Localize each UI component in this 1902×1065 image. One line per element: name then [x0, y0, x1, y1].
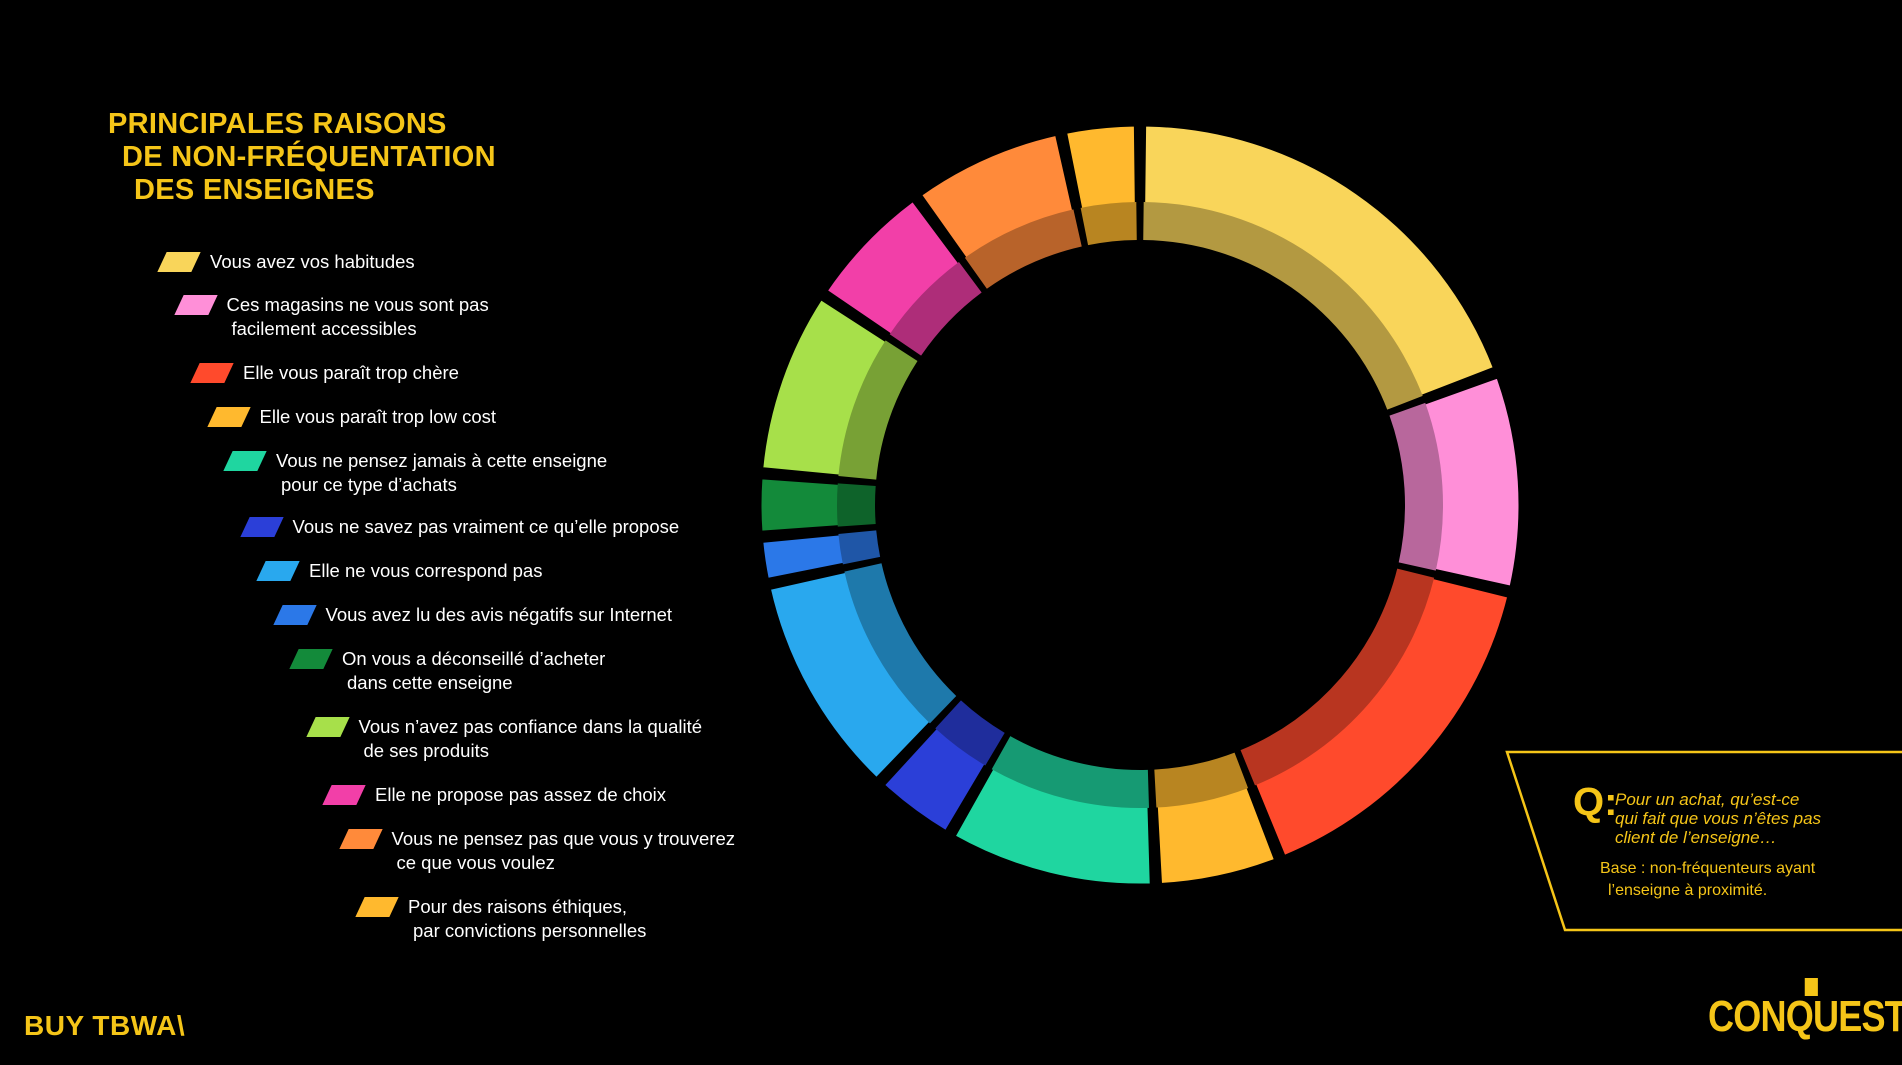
legend-label-line: Vous avez vos habitudes: [210, 251, 415, 272]
legend-swatch: [190, 363, 234, 383]
legend-swatch: [305, 717, 350, 737]
legend-swatch: [338, 829, 383, 849]
donut-segment-inner-wall: [838, 530, 881, 565]
legend-label-line: Vous n’avez pas confiance dans la qualit…: [358, 716, 703, 737]
legend-item: Elle ne vous correspond pas: [256, 559, 542, 583]
legend-swatch: [289, 649, 333, 669]
conquest-logo: CONQUEST®: [1708, 978, 1902, 1042]
question-box: Q: Pour un achat, qu’est-ce qui fait que…: [1505, 750, 1902, 932]
legend-label: Vous ne pensez pas que vous y trouverez c…: [392, 827, 736, 875]
question-letter: Q:: [1573, 780, 1618, 824]
donut-segment-inner-wall: [1240, 568, 1435, 786]
donut-segment-inner-wall: [1389, 402, 1443, 571]
legend-label-line: par convictions personnelles: [413, 920, 647, 941]
legend-swatch: [173, 295, 218, 315]
title-line-1: PRINCIPALES RAISONS: [108, 108, 447, 140]
legend-label-line: Elle vous paraît trop low cost: [259, 406, 497, 427]
legend-label: Vous n’avez pas confiance dans la qualit…: [359, 715, 703, 763]
legend-item: Vous n’avez pas confiance dans la qualit…: [305, 715, 703, 763]
legend-swatch: [256, 561, 300, 581]
legend-item: Vous avez lu des avis négatifs sur Inter…: [272, 603, 673, 627]
question-line-1: Pour un achat, qu’est-ce: [1615, 790, 1800, 809]
title-line-3: DES ENSEIGNES: [134, 174, 375, 206]
legend-item: Vous ne pensez jamais à cette enseigne po…: [223, 449, 607, 497]
donut-segment-inner-wall: [889, 262, 982, 356]
legend-label-line: Elle vous paraît trop chère: [243, 362, 459, 383]
legend-item: Vous ne savez pas vraiment ce qu’elle pr…: [239, 515, 680, 539]
legend-label: Ces magasins ne vous sont pas facilement …: [227, 293, 489, 341]
legend-label-line: On vous a déconseillé d’acheter: [342, 648, 606, 669]
base-line-2: l’enseigne à proximité.: [1608, 882, 1768, 899]
legend-item: Vous avez vos habitudes: [157, 250, 415, 274]
legend-label-line: de ses produits: [363, 740, 489, 761]
legend-label: Vous ne savez pas vraiment ce qu’elle pr…: [293, 515, 680, 539]
legend-swatch: [272, 605, 317, 625]
legend-label: Pour des raisons éthiques, par conviction…: [408, 895, 646, 943]
legend-label-line: facilement accessibles: [231, 318, 417, 339]
donut-chart: [758, 123, 1522, 887]
donut-segment-inner-wall: [837, 483, 876, 527]
legend-label: Vous avez vos habitudes: [210, 250, 415, 274]
donut-segment: [1238, 566, 1511, 859]
legend-swatch: [157, 252, 201, 272]
legend-item: Ces magasins ne vous sont pas facilement …: [173, 293, 489, 341]
legend-item: Vous ne pensez pas que vous y trouverez c…: [338, 827, 736, 875]
legend-label: Elle ne vous correspond pas: [309, 559, 542, 583]
legend-item: Elle vous paraît trop chère: [190, 361, 459, 385]
legend-label: On vous a déconseillé d’acheter dans cett…: [342, 647, 605, 695]
question-line-3: client de l’enseigne…: [1615, 828, 1777, 847]
legend-label-line: Vous ne pensez pas que vous y trouverez: [391, 828, 736, 849]
question-box-frame: [1505, 750, 1902, 932]
donut-segment-inner-wall: [838, 340, 918, 480]
question-text: Pour un achat, qu’est-ce qui fait que vo…: [1615, 790, 1821, 847]
donut-segment-inner-wall: [935, 700, 1005, 766]
legend-swatch: [322, 785, 366, 805]
chart-title: PRINCIPALES RAISONS DE NON-FRÉQUENTATION…: [108, 108, 496, 207]
legend-label-line: Elle ne propose pas assez de choix: [375, 784, 667, 805]
donut-segment: [767, 561, 959, 781]
legend-label-line: Vous avez lu des avis négatifs sur Inter…: [325, 604, 673, 625]
legend-label: Vous ne pensez jamais à cette enseigne po…: [276, 449, 607, 497]
legend-label: Elle vous paraît trop low cost: [260, 405, 497, 429]
legend-swatch: [239, 517, 284, 537]
conquest-logo-text: CONQUEST: [1708, 992, 1902, 1041]
base-line-1: Base : non-fréquenteurs ayant: [1600, 860, 1816, 877]
legend-label-line: pour ce type d’achats: [281, 474, 457, 495]
question-line-2: qui fait que vous n’êtes pas: [1615, 809, 1822, 828]
legend-label-line: Vous ne pensez jamais à cette enseigne: [276, 450, 608, 471]
legend-label-line: Vous ne savez pas vraiment ce qu’elle pr…: [292, 516, 680, 537]
legend-item: Elle ne propose pas assez de choix: [322, 783, 666, 807]
legend-label: Elle ne propose pas assez de choix: [375, 783, 666, 807]
donut-segment-inner-wall: [991, 736, 1149, 808]
buy-tbwa-logo: BUY TBWA\: [24, 1010, 186, 1041]
donut-segment-inner-wall: [964, 209, 1082, 289]
legend-swatch: [223, 451, 267, 471]
legend-item: Elle vous paraît trop low cost: [206, 405, 497, 429]
base-note: Base : non-fréquenteurs ayant l’enseigne…: [1600, 858, 1815, 902]
legend-label: Vous avez lu des avis négatifs sur Inter…: [326, 603, 673, 627]
legend-swatch: [355, 897, 399, 917]
legend-label-line: Elle ne vous correspond pas: [309, 560, 543, 581]
legend-label-line: Pour des raisons éthiques,: [408, 896, 628, 917]
legend-label-line: ce que vous voulez: [396, 852, 555, 873]
flag-icon: [1804, 978, 1818, 996]
legend-item: Pour des raisons éthiques, par conviction…: [355, 895, 646, 943]
donut-segment-inner-wall: [1154, 752, 1249, 808]
legend-swatch: [206, 407, 251, 427]
donut-segment-inner-wall: [1080, 202, 1137, 246]
title-line-2: DE NON-FRÉQUENTATION: [122, 141, 496, 173]
legend-item: On vous a déconseillé d’acheter dans cett…: [289, 647, 605, 695]
donut-segment-inner-wall: [844, 563, 957, 724]
legend-label-line: Ces magasins ne vous sont pas: [226, 294, 489, 315]
legend-label-line: dans cette enseigne: [347, 672, 513, 693]
legend-label: Elle vous paraît trop chère: [243, 361, 459, 385]
donut-segment-inner-wall: [1143, 202, 1423, 410]
